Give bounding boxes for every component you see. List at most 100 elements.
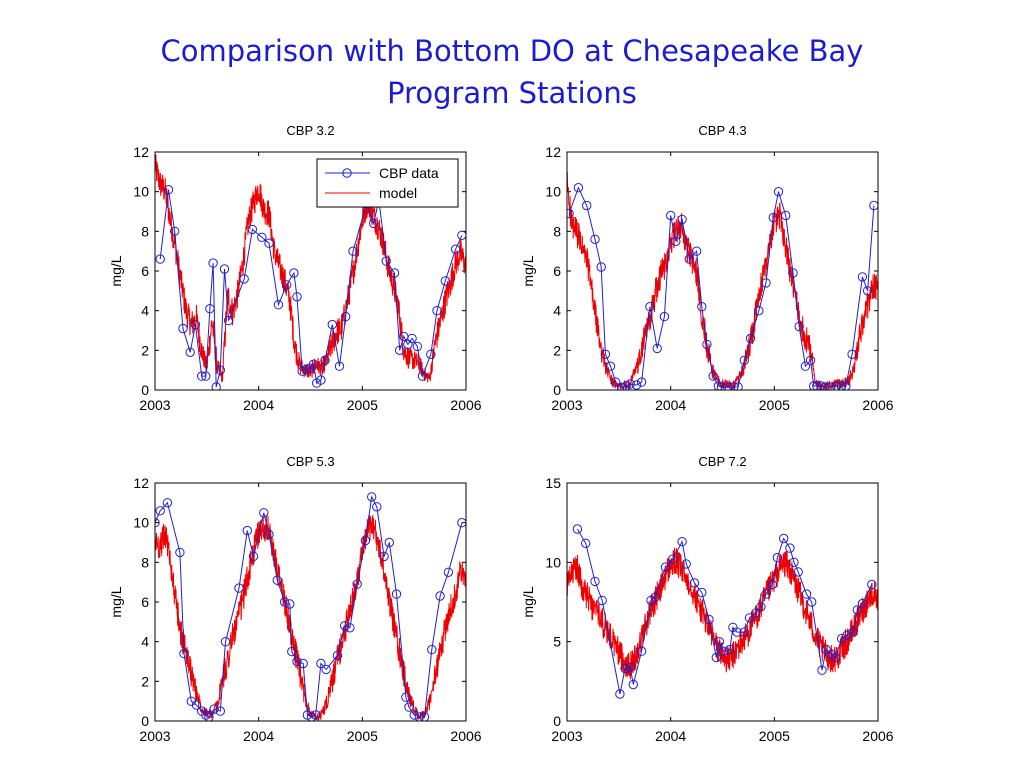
cbp-data-point bbox=[308, 359, 319, 369]
x-tick-label: 2004 bbox=[655, 397, 686, 413]
axes-frame bbox=[566, 151, 879, 391]
cbp-data-point bbox=[175, 547, 185, 558]
cbp-data-point bbox=[830, 652, 841, 663]
x-tick-label: 2004 bbox=[243, 728, 274, 744]
cbp-data-point bbox=[772, 552, 783, 563]
cbp-data-point bbox=[404, 702, 414, 712]
cbp-data-point bbox=[611, 377, 621, 387]
axes-frame bbox=[154, 482, 467, 722]
cbp-data-point bbox=[745, 333, 756, 344]
cbp-data-point bbox=[779, 533, 789, 544]
cbp-data-point bbox=[435, 591, 445, 601]
cbp-data-point bbox=[285, 599, 295, 609]
cbp-data-point bbox=[711, 652, 721, 663]
chart-title: CBP 3.2 bbox=[286, 123, 334, 138]
cbp-data-point bbox=[842, 630, 852, 640]
cbp-data-point bbox=[621, 381, 631, 390]
cbp-data-point bbox=[292, 656, 302, 667]
cbp-data-point bbox=[372, 502, 382, 512]
cbp-data-point bbox=[652, 343, 662, 354]
axes-frame bbox=[154, 151, 467, 391]
cbp-data-point bbox=[751, 608, 761, 618]
cbp-data-point bbox=[334, 361, 345, 371]
cbp-data-point bbox=[867, 579, 877, 590]
slide-title-line-1: Comparison with Bottom DO at Chesapeake … bbox=[160, 34, 864, 68]
cbp-data-point bbox=[440, 276, 450, 286]
cbp-data-point bbox=[716, 382, 727, 390]
cbp-data-point bbox=[581, 538, 591, 548]
cbp-data-point bbox=[862, 286, 873, 296]
cbp-data-point bbox=[659, 311, 670, 322]
cbp-data-point bbox=[697, 302, 707, 312]
cbp-data-point bbox=[190, 319, 201, 330]
cbp-data-point bbox=[666, 210, 676, 221]
cbp-data-point bbox=[264, 238, 274, 248]
cbp-data-point bbox=[367, 492, 377, 502]
cbp-data-point bbox=[794, 321, 804, 332]
cbp-data-point bbox=[242, 525, 253, 536]
cbp-data-point bbox=[761, 589, 771, 599]
y-tick-label: 15 bbox=[545, 475, 561, 491]
cbp-data-point bbox=[426, 349, 436, 359]
cbp-data-point bbox=[800, 361, 811, 371]
y-tick-label: 6 bbox=[141, 594, 149, 610]
cbp-data-point bbox=[191, 700, 202, 710]
cbp-data-point bbox=[636, 646, 647, 656]
cbp-data-point bbox=[450, 244, 461, 254]
cbp-data-point bbox=[704, 614, 714, 625]
cbp-data-point bbox=[443, 567, 454, 577]
cbp-data-point bbox=[831, 381, 842, 390]
chart-title: CBP 4.3 bbox=[698, 123, 746, 138]
cbp-data-point bbox=[869, 200, 878, 211]
cbp-data-point bbox=[573, 183, 584, 193]
cbp-data-point bbox=[248, 551, 259, 562]
cbp-data-point bbox=[427, 644, 437, 655]
cbp-data-point bbox=[211, 382, 221, 390]
cbp-data-point bbox=[617, 383, 627, 390]
cbp-data-point bbox=[417, 371, 428, 381]
cbp-data-point bbox=[625, 662, 635, 672]
y-tick-label: 2 bbox=[141, 673, 149, 689]
chart-title: CBP 5.3 bbox=[286, 454, 334, 469]
y-tick-label: 10 bbox=[545, 554, 561, 570]
cbp-data-point bbox=[287, 646, 297, 657]
y-axis-label: mg/L bbox=[108, 255, 124, 286]
cbp-data-point bbox=[155, 254, 165, 264]
cbp-data-point bbox=[767, 579, 777, 590]
y-tick-label: 8 bbox=[141, 223, 149, 239]
cbp-data-point bbox=[289, 268, 299, 278]
cbp-data-point bbox=[234, 583, 244, 593]
x-tick-label: 2003 bbox=[551, 728, 582, 744]
cbp-data-point bbox=[756, 602, 766, 612]
cbp-data-point bbox=[596, 262, 606, 272]
plot-contents bbox=[567, 172, 878, 390]
cbp-data-point bbox=[788, 268, 798, 278]
cbp-data-point bbox=[264, 529, 274, 540]
cbp-data-point bbox=[605, 361, 616, 371]
cbp-data-point bbox=[178, 323, 188, 334]
y-tick-label: 12 bbox=[133, 475, 149, 491]
cbp-data-point bbox=[320, 355, 330, 365]
cbp-data-point bbox=[219, 264, 230, 274]
cbp-data-point bbox=[729, 382, 739, 390]
y-tick-label: 6 bbox=[141, 263, 149, 279]
cbp-data-point bbox=[744, 613, 755, 623]
slide-title-line-2: Program Stations bbox=[387, 76, 637, 110]
y-tick-label: 8 bbox=[553, 223, 561, 239]
legend-label-model: model bbox=[379, 185, 417, 201]
slide-title: Comparison with Bottom DO at Chesapeake … bbox=[0, 30, 1024, 114]
x-tick-label: 2004 bbox=[655, 728, 686, 744]
cbp-data-point bbox=[412, 341, 422, 352]
cbp-data-point bbox=[352, 579, 362, 589]
y-axis-label: mg/L bbox=[108, 586, 124, 617]
chart-title: CBP 7.2 bbox=[698, 454, 746, 469]
cbp-data-point bbox=[209, 704, 219, 714]
cbp-data-point bbox=[681, 559, 691, 569]
y-axis-label: mg/L bbox=[520, 586, 536, 617]
cbp-data-point bbox=[414, 712, 424, 721]
cbp-data-point bbox=[321, 664, 331, 675]
y-tick-label: 0 bbox=[141, 713, 149, 729]
cbp-data-point bbox=[292, 292, 302, 302]
cbp-data-point bbox=[857, 598, 868, 609]
